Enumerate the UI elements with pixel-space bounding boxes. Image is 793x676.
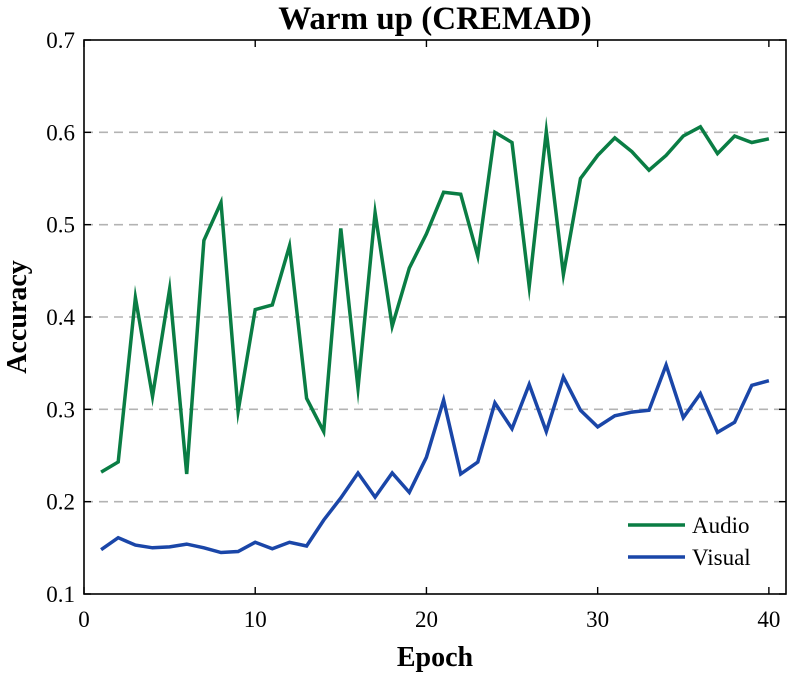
x-tick-label: 30 [586, 607, 609, 632]
y-axis-label: Accuracy [2, 260, 33, 374]
legend: Audio Visual [628, 513, 751, 570]
chart-title: Warm up (CREMAD) [278, 1, 591, 37]
y-tick-label: 0.6 [46, 120, 75, 145]
x-tick-label: 10 [244, 607, 267, 632]
x-tick-label: 0 [78, 607, 90, 632]
legend-label-audio: Audio [692, 513, 750, 538]
x-tick-label: 40 [757, 607, 780, 632]
axis-ticks: 0.1 0.2 0.3 0.4 0.5 0.6 0.7 0 10 20 30 40 [46, 28, 786, 632]
x-tick-label: 20 [415, 607, 438, 632]
legend-label-visual: Visual [692, 545, 751, 570]
series-lines [100, 116, 770, 555]
series-line-audio [100, 116, 770, 475]
y-tick-label: 0.1 [46, 582, 75, 607]
y-tick-label: 0.2 [46, 490, 75, 515]
y-tick-label: 0.7 [46, 28, 75, 53]
x-axis-label: Epoch [397, 642, 474, 673]
y-tick-label: 0.4 [46, 305, 75, 330]
y-tick-label: 0.3 [46, 397, 75, 422]
series-line-visual [100, 359, 770, 555]
y-tick-label: 0.5 [46, 213, 75, 238]
gridlines [84, 131, 786, 503]
